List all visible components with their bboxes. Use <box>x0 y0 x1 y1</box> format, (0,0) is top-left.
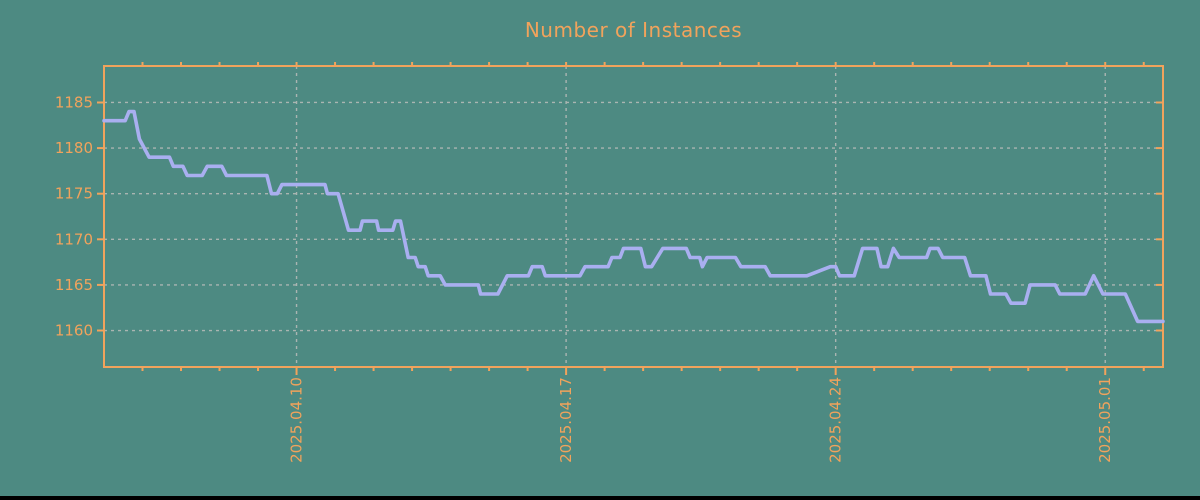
tick-labels: 1160 1165 1170 1175 1180 1185 2025.04.10 2025.0… <box>55 93 1114 462</box>
y-tick-label: 1165 <box>55 276 93 294</box>
series-polyline-instances <box>102 109 1165 324</box>
y-tick-label: 1185 <box>55 93 93 111</box>
gridlines <box>104 66 1163 367</box>
y-tick-label: 1160 <box>55 322 93 340</box>
x-tick-label: 2025.04.17 <box>557 377 575 463</box>
y-tick-label: 1170 <box>55 230 93 248</box>
chart-title: Number of Instances <box>525 18 742 42</box>
axes-and-ticks <box>97 62 1164 375</box>
x-tick-label: 2025.05.01 <box>1096 377 1114 463</box>
bottom-edge-bar <box>0 496 1200 500</box>
y-tick-label: 1175 <box>55 185 93 203</box>
series-line <box>102 109 1165 324</box>
y-tick-label: 1180 <box>55 139 93 157</box>
x-tick-label: 2025.04.10 <box>288 377 306 463</box>
x-tick-label: 2025.04.24 <box>827 377 845 463</box>
